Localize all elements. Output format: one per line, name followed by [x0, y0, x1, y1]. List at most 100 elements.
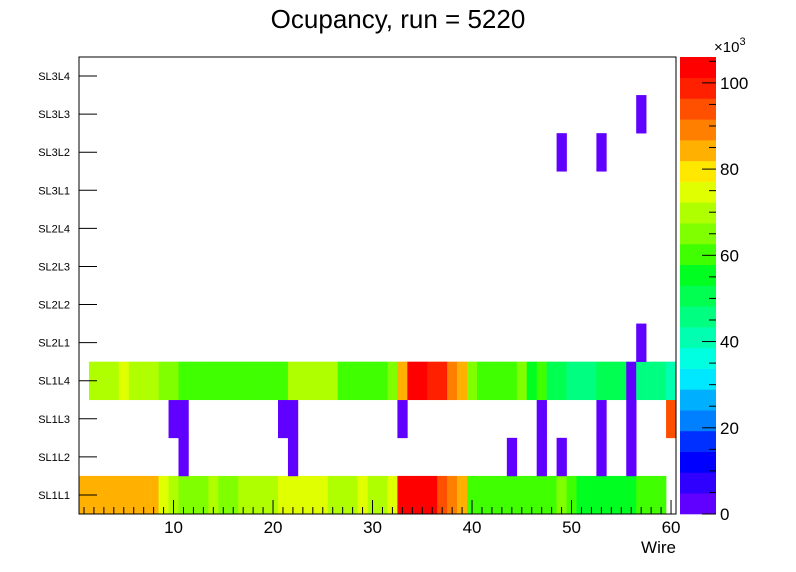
y-tick-label: SL3L1 [38, 185, 70, 197]
y-tick-label: SL1L4 [38, 376, 70, 388]
cell-SL1L4-25 [317, 361, 329, 401]
x-tick-label: 40 [463, 518, 482, 537]
cell-SL1L4-31 [377, 361, 388, 401]
cell-SL1L3-53 [596, 399, 607, 439]
cell-SL1L4-36 [427, 361, 438, 401]
y-tick-label: SL1L1 [38, 490, 70, 502]
cell-SL1L1-47 [536, 475, 547, 515]
cell-SL1L4-10 [168, 361, 179, 401]
cell-SL1L1-16 [228, 475, 239, 515]
cell-SL1L1-50 [566, 475, 577, 515]
cell-SL1L4-44 [506, 361, 518, 401]
cell-SL1L4-3 [98, 361, 110, 401]
cell-SL1L1-56 [626, 475, 637, 515]
cell-SL1L4-5 [118, 361, 130, 401]
cell-SL1L4-47 [536, 361, 547, 401]
cell-SL2L1-57 [636, 323, 647, 362]
cell-SL1L1-37 [437, 475, 448, 515]
cell-SL1L1-55 [616, 475, 627, 515]
cell-SL1L2-53 [596, 437, 607, 477]
palette-segment [680, 368, 716, 390]
cell-SL1L1-27 [337, 475, 348, 515]
palette-segment [680, 493, 716, 515]
x-tick-label: 10 [164, 518, 183, 537]
palette-segment [680, 223, 716, 245]
cell-SL1L1-46 [526, 475, 537, 515]
cell-SL1L1-59 [656, 475, 667, 515]
plot-frame [78, 56, 677, 515]
cell-SL1L2-11 [178, 437, 189, 477]
cell-SL1L4-16 [228, 361, 239, 401]
cell-SL1L4-13 [198, 361, 209, 401]
palette-segment [680, 306, 716, 328]
z-tick-label: 0 [720, 505, 729, 524]
cell-SL1L4-51 [576, 361, 587, 401]
y-axis: SL1L1 SL1L2 SL1L3 SL1L4 SL2L1 SL2L2 SL2L3 SL2L4… [38, 71, 97, 502]
cell-SL1L1-44 [506, 475, 518, 515]
cell-SL1L4-20 [268, 361, 279, 401]
y-tick-label: SL2L4 [38, 223, 70, 235]
cell-SL1L1-54 [606, 475, 617, 515]
z-tick-label: 60 [720, 246, 739, 265]
cell-SL1L1-24 [307, 475, 319, 515]
color-scale [680, 57, 716, 515]
y-tick-label: SL3L3 [38, 109, 70, 121]
cell-SL1L1-52 [586, 475, 597, 515]
palette-segment [680, 202, 716, 224]
palette-segment [680, 243, 716, 266]
cell-SL1L4-30 [367, 361, 378, 401]
cell-SL1L1-36 [427, 475, 438, 515]
cell-SL1L4-53 [596, 361, 607, 401]
cell-SL1L1-4 [108, 475, 120, 515]
x-tick-label: 60 [662, 518, 681, 537]
cell-SL1L4-39 [457, 361, 468, 401]
chart-title: Ocupancy, run = 5220 [271, 4, 526, 34]
z-exponent-power: 3 [739, 36, 745, 48]
cell-SL1L4-52 [586, 361, 597, 401]
z-exponent-base: ×10 [714, 39, 739, 56]
cell-SL1L4-7 [138, 361, 149, 401]
cell-SL1L4-24 [307, 361, 319, 401]
cell-SL1L1-40 [467, 475, 478, 515]
cell-SL1L1-9 [158, 475, 169, 515]
cell-SL1L1-57 [636, 475, 647, 515]
palette-segment [680, 327, 716, 349]
cell-SL1L3-22 [287, 399, 299, 439]
cell-SL1L3-21 [278, 399, 289, 439]
z-tick-label: 80 [720, 160, 739, 179]
y-tick-label: SL1L3 [38, 414, 70, 426]
x-tick-label: 50 [562, 518, 581, 537]
cell-SL1L4-33 [397, 361, 408, 401]
cell-SL1L4-22 [287, 361, 299, 401]
y-tick-label: SL3L4 [38, 71, 70, 83]
cell-SL1L4-17 [238, 361, 249, 401]
cell-SL1L1-6 [128, 475, 139, 515]
cell-SL1L4-59 [656, 361, 667, 401]
cell-SL1L1-30 [367, 475, 378, 515]
cell-SL1L4-18 [248, 361, 259, 401]
cell-SL1L1-8 [148, 475, 159, 515]
heatmap-cells [79, 95, 677, 515]
cell-SL1L4-15 [218, 361, 229, 401]
cell-SL1L3-11 [178, 399, 189, 439]
cell-SL1L1-18 [248, 475, 259, 515]
cell-SL1L1-48 [546, 475, 557, 515]
cell-SL1L1-53 [596, 475, 607, 515]
palette-segment [680, 140, 716, 162]
palette-segment [680, 77, 716, 99]
cell-SL1L4-11 [178, 361, 189, 401]
cell-SL1L1-15 [218, 475, 229, 515]
cell-SL1L4-19 [258, 361, 269, 401]
palette-segment [680, 57, 716, 79]
cell-SL1L3-10 [168, 399, 179, 439]
cell-SL3L2-53 [596, 133, 607, 172]
cell-SL1L1-14 [208, 475, 219, 515]
cell-SL1L4-45 [516, 361, 528, 401]
cell-SL1L4-8 [148, 361, 159, 401]
cell-SL1L1-38 [447, 475, 458, 515]
cell-SL1L1-58 [646, 475, 657, 515]
cell-SL1L3-60 [666, 399, 677, 439]
cell-SL1L1-19 [258, 475, 269, 515]
cell-SL1L1-3 [98, 475, 110, 515]
